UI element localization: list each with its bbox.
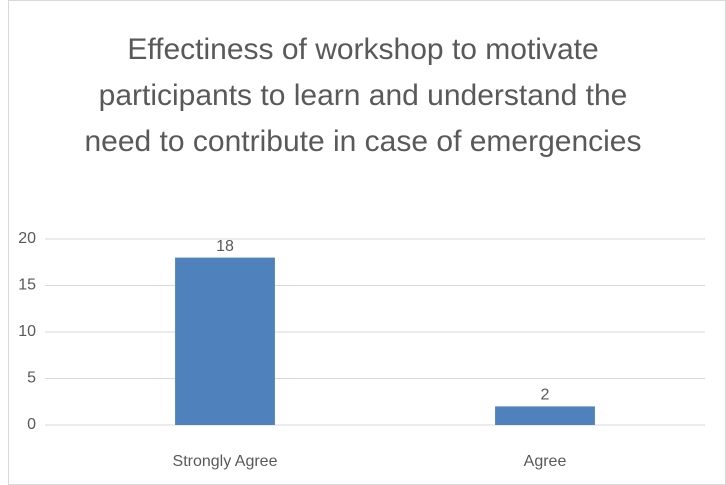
y-tick-label: 15	[18, 277, 36, 294]
x-tick-label: Agree	[524, 453, 567, 470]
x-tick-label: Strongly Agree	[173, 453, 278, 470]
bar	[495, 406, 595, 425]
y-tick-label: 0	[27, 416, 36, 433]
bar	[175, 257, 275, 425]
y-tick-label: 5	[27, 370, 36, 387]
data-label: 18	[216, 238, 234, 255]
y-tick-label: 10	[18, 323, 36, 340]
chart-title: Effectiness of workshop to motivate part…	[84, 33, 642, 158]
y-tick-label: 20	[18, 230, 36, 247]
data-label: 2	[541, 387, 550, 404]
